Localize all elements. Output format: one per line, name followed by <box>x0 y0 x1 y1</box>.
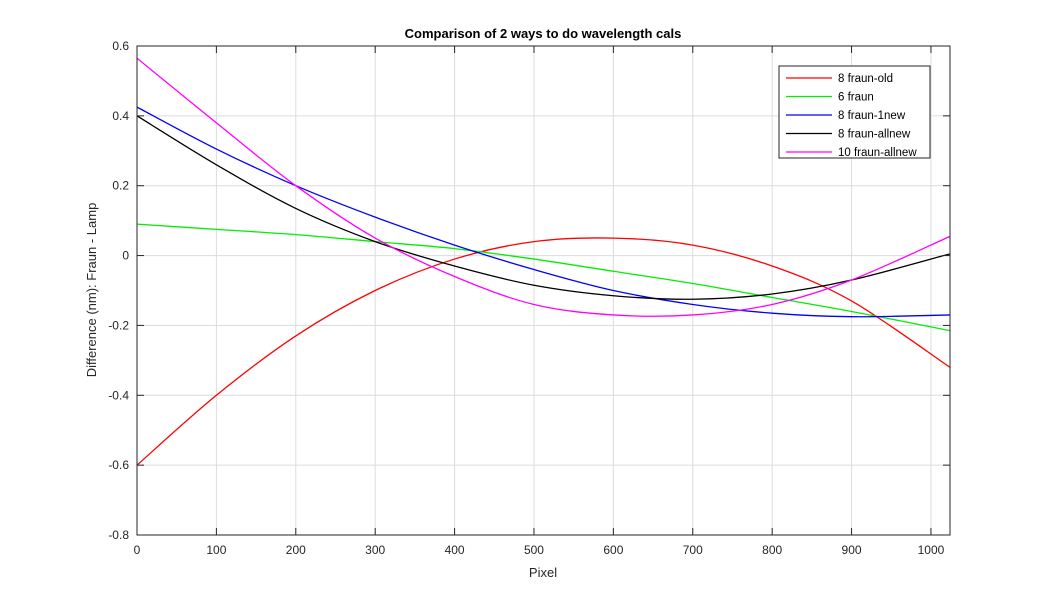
x-tick-label: 200 <box>286 543 306 557</box>
x-tick-label: 700 <box>683 543 703 557</box>
series-line-6-fraun <box>137 223 950 332</box>
x-tick-label: 300 <box>365 543 385 557</box>
y-tick-label: 0 <box>122 249 129 263</box>
y-tick-label: 0.4 <box>112 109 129 123</box>
x-tick-label: 1000 <box>918 543 945 557</box>
y-tick-label: -0.2 <box>108 318 129 332</box>
y-tick-label: -0.6 <box>108 458 129 472</box>
x-tick-label: 500 <box>524 543 544 557</box>
series-line-8-fraun-allnew <box>137 115 950 300</box>
x-tick-label: 800 <box>762 543 782 557</box>
y-tick-label: -0.8 <box>108 528 129 542</box>
x-tick-label: 900 <box>842 543 862 557</box>
y-tick-label: 0.6 <box>112 39 129 53</box>
y-tick-label: 0.2 <box>112 179 129 193</box>
series-line-10-fraun-allnew <box>137 57 950 317</box>
plot-frame <box>136 45 951 536</box>
series-line-8-fraun-1new <box>137 106 950 318</box>
x-tick-labels: 0 100 200 300 400 500 600 700 800 900 1000 <box>134 543 945 557</box>
series-line-8-fraun-old <box>137 237 950 466</box>
legend-label-10-fraun-allnew: 10 fraun-allnew <box>838 147 917 159</box>
legend-label-6-fraun: 6 fraun <box>838 92 874 104</box>
ticks <box>136 45 950 536</box>
legend-label-8-fraun-old: 8 fraun-old <box>838 73 893 85</box>
x-axis-label: Pixel <box>529 565 557 580</box>
x-tick-label: 0 <box>134 543 141 557</box>
legend-label-8-fraun-allnew: 8 fraun-allnew <box>838 129 911 141</box>
legend-label-8-fraun-1new: 8 fraun-1new <box>838 110 906 122</box>
chart-title: Comparison of 2 ways to do wavelength ca… <box>405 26 682 41</box>
x-tick-label: 400 <box>445 543 465 557</box>
legend: 8 fraun-old 6 fraun 8 fraun-1new 8 fraun-al… <box>778 65 931 159</box>
y-tick-label: -0.4 <box>108 388 129 402</box>
x-tick-label: 600 <box>603 543 623 557</box>
y-axis-label: Difference (nm): Fraun - Lamp <box>84 203 99 378</box>
y-tick-labels: -0.8 -0.6 -0.4 -0.2 0 0.2 0.4 0.6 <box>108 39 129 542</box>
x-tick-label: 100 <box>206 543 226 557</box>
series-layer <box>137 57 950 466</box>
legend-box <box>778 65 931 159</box>
